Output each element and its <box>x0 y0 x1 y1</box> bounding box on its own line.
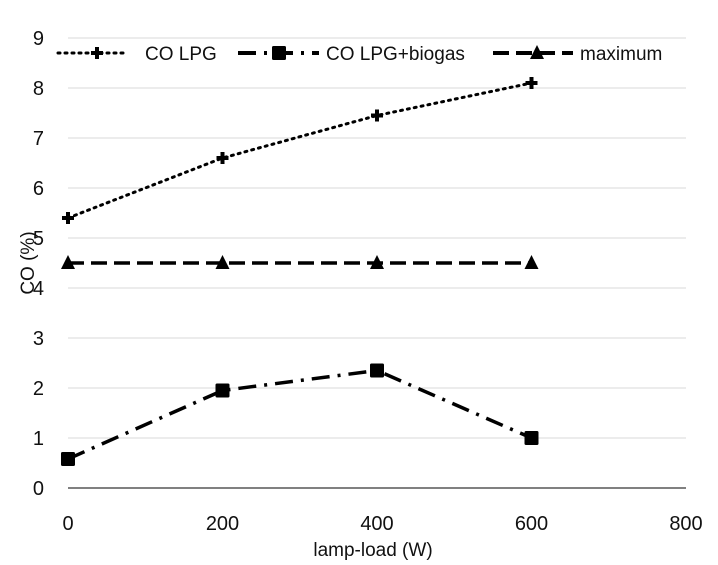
x-tick-label-0: 0 <box>62 513 73 535</box>
series-2 <box>61 255 539 269</box>
y-tick-label-3: 3 <box>33 328 44 350</box>
legend: CO LPG CO LPG+biogas maximum <box>58 44 662 65</box>
marker-plus-vertical <box>66 212 70 224</box>
series-0-point-1 <box>217 152 229 164</box>
y-axis-title: CO (%) <box>18 231 39 294</box>
legend-marker-1 <box>272 46 286 60</box>
y-tick-label-0: 0 <box>33 478 44 500</box>
series-1-point-2 <box>370 364 384 378</box>
y-tick-label-8: 8 <box>33 78 44 100</box>
marker-plus-vertical <box>95 47 99 59</box>
legend-label-1: CO LPG+biogas <box>326 44 465 65</box>
legend-item-2: maximum <box>493 44 662 65</box>
legend-item-0: CO LPG <box>58 44 217 65</box>
series-0-point-3 <box>526 77 538 89</box>
y-tick-label-9: 9 <box>33 28 44 50</box>
y-tick-label-1: 1 <box>33 428 44 450</box>
series-1-line <box>68 371 532 460</box>
series-1-point-3 <box>525 431 539 445</box>
x-tick-label-800: 800 <box>669 513 702 535</box>
x-tick-label-400: 400 <box>360 513 393 535</box>
marker-plus-vertical <box>375 110 379 122</box>
series-0 <box>62 77 538 224</box>
series-2-point-3 <box>525 255 539 269</box>
series-layer <box>61 77 539 466</box>
series-0-point-0 <box>62 212 74 224</box>
legend-label-2: maximum <box>580 44 662 65</box>
series-1-point-0 <box>61 452 75 466</box>
marker-plus-vertical <box>530 77 534 89</box>
x-tick-label-200: 200 <box>206 513 239 535</box>
series-0-point-2 <box>371 110 383 122</box>
legend-item-1: CO LPG+biogas <box>238 44 465 65</box>
grid <box>68 38 686 438</box>
legend-label-0: CO LPG <box>145 44 217 65</box>
series-1 <box>61 364 539 467</box>
y-tick-label-7: 7 <box>33 128 44 150</box>
series-0-line <box>68 83 532 218</box>
x-tick-label-600: 600 <box>515 513 548 535</box>
y-tick-label-6: 6 <box>33 178 44 200</box>
legend-marker-0 <box>91 47 103 59</box>
marker-plus-vertical <box>221 152 225 164</box>
series-1-point-1 <box>216 384 230 398</box>
y-tick-label-2: 2 <box>33 378 44 400</box>
x-axis-title: lamp-load (W) <box>313 540 432 561</box>
